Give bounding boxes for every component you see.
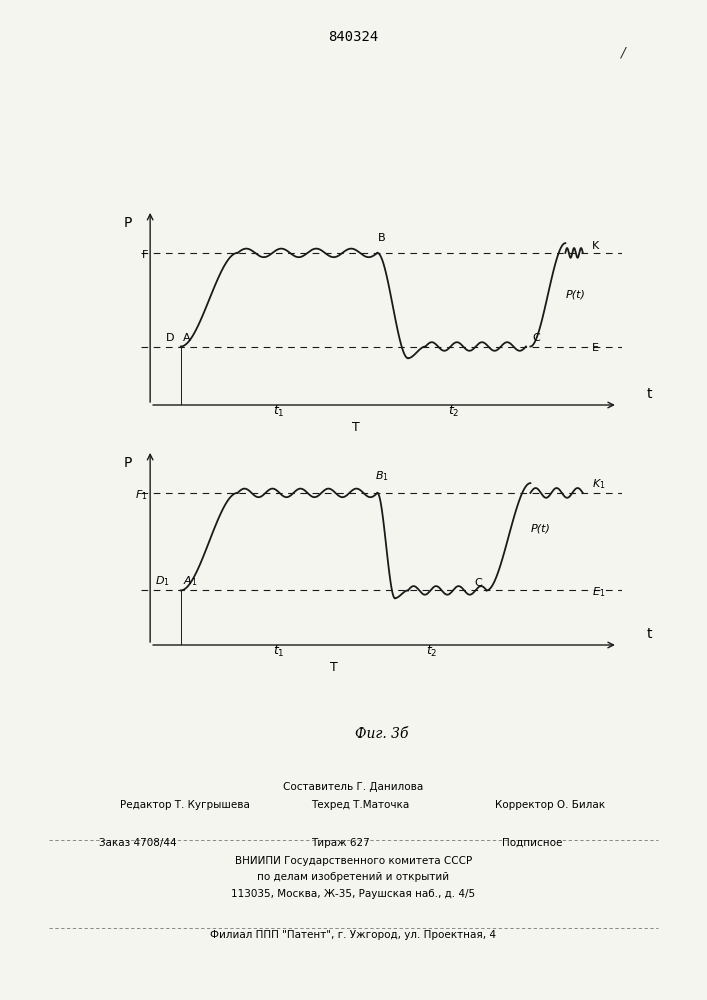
- Text: по делам изобретений и открытий: по делам изобретений и открытий: [257, 872, 450, 882]
- Text: P(t): P(t): [530, 524, 550, 534]
- Text: $E_1$: $E_1$: [592, 585, 604, 599]
- Text: K: K: [592, 241, 599, 251]
- Text: Техред Т.Маточка: Техред Т.Маточка: [311, 800, 409, 810]
- Text: ВНИИПИ Государственного комитета СССР: ВНИИПИ Государственного комитета СССР: [235, 856, 472, 866]
- Text: T: T: [351, 421, 359, 434]
- Text: D: D: [165, 333, 174, 343]
- Text: C: C: [532, 333, 540, 343]
- Text: Составитель Г. Данилова: Составитель Г. Данилова: [284, 782, 423, 792]
- Text: Филиал ППП "Патент", г. Ужгород, ул. Проектная, 4: Филиал ППП "Патент", г. Ужгород, ул. Про…: [211, 930, 496, 940]
- Text: Фиг. 3а: Фиг. 3а: [355, 487, 409, 501]
- Text: Тираж 627: Тираж 627: [311, 838, 370, 848]
- Text: Корректор О. Билак: Корректор О. Билак: [495, 800, 605, 810]
- Text: $t_1$: $t_1$: [273, 404, 285, 419]
- Text: $A_1$: $A_1$: [183, 575, 197, 588]
- Text: A: A: [183, 333, 191, 343]
- Text: $t_2$: $t_2$: [448, 404, 460, 419]
- Text: $D_1$: $D_1$: [155, 575, 170, 588]
- Text: E: E: [592, 343, 599, 353]
- Text: t: t: [646, 627, 652, 641]
- Text: 113035, Москва, Ж-35, Раушская наб., д. 4/5: 113035, Москва, Ж-35, Раушская наб., д. …: [231, 889, 476, 899]
- Text: P: P: [124, 216, 132, 230]
- Text: t: t: [646, 387, 652, 401]
- Text: $F_1$: $F_1$: [135, 488, 148, 502]
- Text: $K_1$: $K_1$: [592, 477, 605, 491]
- Text: F: F: [141, 250, 148, 260]
- Text: Редактор Т. Кугрышева: Редактор Т. Кугрышева: [120, 800, 250, 810]
- Text: /: /: [620, 45, 624, 59]
- Text: C: C: [474, 578, 482, 588]
- Text: Заказ 4708/44: Заказ 4708/44: [99, 838, 177, 848]
- Text: P(t): P(t): [566, 290, 585, 300]
- Text: Подписное: Подписное: [502, 838, 562, 848]
- Text: Фиг. 3б: Фиг. 3б: [355, 727, 409, 741]
- Text: 840324: 840324: [328, 30, 379, 44]
- Text: B: B: [378, 233, 385, 243]
- Text: $B_1$: $B_1$: [375, 469, 389, 483]
- Text: T: T: [330, 661, 337, 674]
- Text: $t_1$: $t_1$: [273, 644, 285, 659]
- Text: $t_2$: $t_2$: [426, 644, 438, 659]
- Text: P: P: [124, 456, 132, 470]
